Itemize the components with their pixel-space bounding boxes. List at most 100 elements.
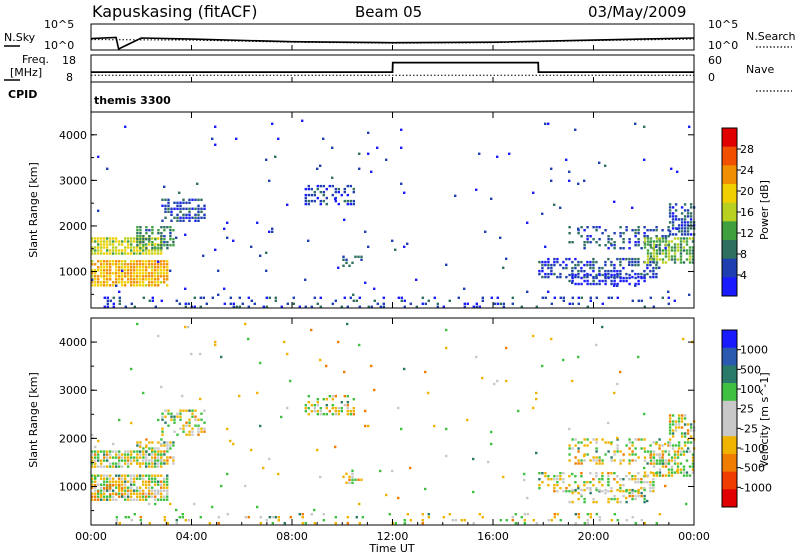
velocity-cell xyxy=(445,328,448,332)
velocity-cell xyxy=(145,445,148,449)
velocity-cell xyxy=(310,328,313,332)
power-cell xyxy=(124,125,127,128)
velocity-cell xyxy=(106,450,109,453)
velocity-cell xyxy=(97,474,100,477)
velocity-cell xyxy=(124,486,127,489)
power-cell xyxy=(634,260,637,264)
velocity-cell xyxy=(348,478,351,481)
power-cell xyxy=(499,236,502,239)
power-cell xyxy=(544,296,547,299)
power-cell xyxy=(307,193,310,197)
velocity-cell xyxy=(100,483,103,486)
power-cell xyxy=(103,296,106,299)
velocity-cell xyxy=(604,488,607,492)
power-cell xyxy=(163,272,166,275)
power-cell xyxy=(664,261,668,264)
velocity-cell xyxy=(523,513,526,516)
power-cell xyxy=(683,230,687,233)
power-cell xyxy=(265,305,268,308)
velocity-cell xyxy=(589,441,592,444)
power-cell xyxy=(625,229,628,232)
power-cell xyxy=(91,237,94,240)
velocity-cell xyxy=(466,418,469,422)
power-cell xyxy=(157,263,160,266)
power-cell xyxy=(565,266,568,270)
velocity-cell xyxy=(286,406,289,410)
power-cell xyxy=(619,263,622,267)
velocity-cell xyxy=(357,478,360,481)
velocity-cell xyxy=(148,492,151,495)
colorbar-tick-label: -100 xyxy=(740,442,765,455)
power-cell xyxy=(619,232,622,235)
velocity-cell xyxy=(232,442,235,446)
power-cell xyxy=(643,125,646,128)
power-cell xyxy=(106,240,109,243)
power-cell xyxy=(685,243,689,246)
velocity-cell xyxy=(175,519,178,522)
power-cell xyxy=(676,246,680,249)
power-cell xyxy=(541,275,544,279)
velocity-cell xyxy=(655,474,659,477)
velocity-cell xyxy=(161,415,164,418)
power-cell xyxy=(613,284,616,287)
velocity-cell xyxy=(173,418,176,421)
power-cell xyxy=(673,261,677,264)
velocity-cell xyxy=(313,410,316,413)
power-cell xyxy=(200,216,203,219)
velocity-cell xyxy=(172,462,175,465)
power-cell xyxy=(541,296,544,299)
power-cell xyxy=(571,276,574,280)
power-cell xyxy=(169,232,172,235)
power-cell xyxy=(571,296,574,299)
power-cell xyxy=(346,184,349,188)
power-cell xyxy=(559,263,562,267)
power-cell xyxy=(592,282,595,286)
velocity-cell xyxy=(556,478,559,481)
velocity-cell xyxy=(655,462,659,465)
power-cell xyxy=(595,226,598,229)
velocity-cell xyxy=(658,438,661,441)
velocity-cell xyxy=(496,379,499,383)
power-cell xyxy=(170,207,173,210)
velocity-cell xyxy=(154,459,157,462)
power-cell xyxy=(185,213,188,216)
power-cell xyxy=(673,246,677,249)
velocity-cell xyxy=(100,489,103,492)
power-cell xyxy=(349,199,352,203)
power-cell xyxy=(589,235,592,238)
noise-left-tick-top: 10^5 xyxy=(44,18,74,31)
velocity-cell xyxy=(163,489,166,492)
velocity-cell xyxy=(304,404,307,407)
velocity-cell xyxy=(115,519,118,522)
velocity-cell xyxy=(173,430,176,433)
power-cell xyxy=(688,246,692,249)
power-cell xyxy=(139,284,142,287)
power-cell xyxy=(157,284,160,287)
power-cell xyxy=(316,302,319,305)
velocity-cell xyxy=(373,388,376,392)
power-cell xyxy=(631,257,634,261)
velocity-cell xyxy=(106,459,109,462)
power-cell xyxy=(298,305,301,308)
power-cell xyxy=(136,238,139,241)
power-cell xyxy=(674,215,678,218)
power-cell xyxy=(304,199,307,203)
power-cell xyxy=(115,263,118,266)
power-cell xyxy=(646,235,649,238)
velocity-cell xyxy=(346,401,349,404)
velocity-cell xyxy=(166,483,169,486)
velocity-cell xyxy=(337,340,340,344)
colorbar-segment xyxy=(722,221,737,241)
velocity-cell xyxy=(580,472,583,475)
power-cell xyxy=(163,260,166,263)
velocity-cell xyxy=(151,448,154,452)
velocity-cell xyxy=(668,414,672,417)
power-cell xyxy=(145,278,148,281)
velocity-cell xyxy=(535,451,538,455)
power-cell xyxy=(292,302,295,305)
power-cell xyxy=(139,238,142,241)
velocity-cell xyxy=(689,441,693,444)
power-cell xyxy=(91,240,94,243)
power-cell xyxy=(403,299,406,302)
velocity-cell xyxy=(589,481,592,484)
